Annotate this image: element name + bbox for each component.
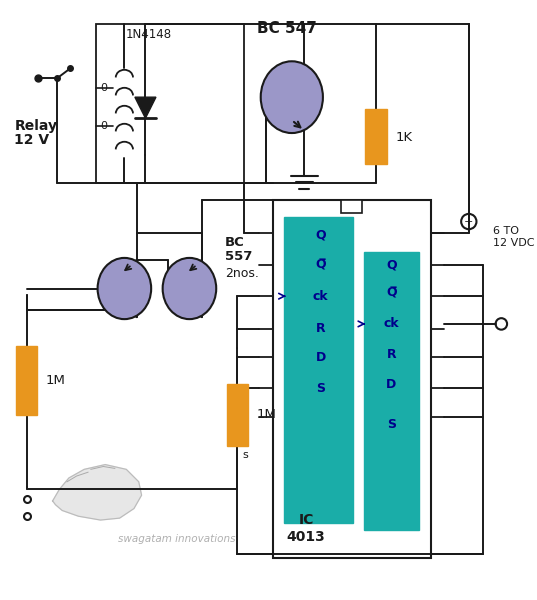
Text: 4013: 4013 [287,530,325,544]
Text: Q̅: Q̅ [386,287,397,300]
Text: R: R [316,322,325,335]
Text: ck: ck [313,290,328,302]
Text: 557: 557 [225,250,252,263]
Text: 0: 0 [100,83,107,92]
Text: Q̅: Q̅ [315,258,326,271]
Bar [96,25,244,183]
Text: +: + [464,217,474,227]
Ellipse shape [163,258,216,319]
Bar [273,200,431,559]
Bar [340,200,361,213]
Text: Q: Q [386,258,397,271]
Text: 6 TO: 6 TO [493,226,519,236]
Text: swagatam innovations: swagatam innovations [118,534,236,544]
Text: R: R [387,348,396,361]
Text: BC: BC [225,236,244,249]
Text: 1K: 1K [395,131,412,144]
Text: 12 V: 12 V [14,133,49,147]
Bar [284,217,353,523]
Text: D: D [386,377,396,391]
Text: 1N4148: 1N4148 [125,28,171,41]
Ellipse shape [261,61,323,133]
Polygon shape [53,464,142,520]
Bar [227,384,248,446]
Ellipse shape [98,258,151,319]
Text: ck: ck [383,317,399,331]
Text: 12 VDC: 12 VDC [493,238,534,248]
Text: D: D [315,351,325,364]
Text: 2nos.: 2nos. [225,267,259,280]
Text: IC: IC [299,513,314,527]
Text: Q: Q [315,229,326,241]
Polygon shape [135,97,156,118]
Text: BC 547: BC 547 [257,21,317,36]
Text: 1M: 1M [46,374,66,387]
Bar [366,109,387,164]
Text: s: s [242,450,248,460]
Text: S: S [316,382,325,395]
Text: 0: 0 [100,121,107,131]
Bar [16,346,37,415]
Text: Relay: Relay [14,119,57,133]
Bar [364,252,419,530]
Text: 1M: 1M [256,409,277,421]
Text: S: S [387,418,396,431]
